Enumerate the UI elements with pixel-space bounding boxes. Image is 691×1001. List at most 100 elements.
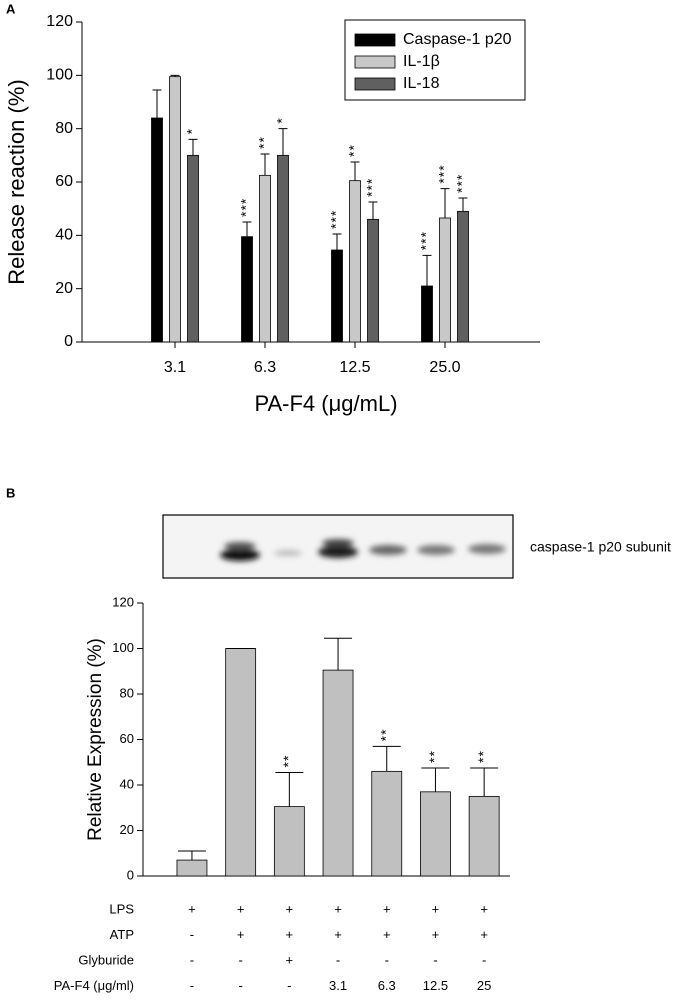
y-tick-label: 60 (55, 173, 73, 190)
bar (225, 648, 257, 877)
y-tick-label: 20 (55, 280, 73, 297)
blot-label: caspase-1 p20 subunit (530, 539, 671, 555)
condition-label: Glyburide (78, 952, 134, 967)
significance-marker: ** (377, 728, 393, 741)
y-tick-label: 0 (127, 867, 134, 882)
error-bar (372, 745, 401, 772)
panel-label: B (6, 485, 15, 500)
y-tick-label: 80 (55, 120, 73, 137)
bar (322, 669, 354, 877)
condition-value: + (188, 901, 196, 916)
condition-value: + (334, 901, 342, 916)
condition-value: 6.3 (378, 978, 396, 993)
error-bar (421, 767, 450, 792)
legend-swatch (354, 33, 396, 47)
bar (468, 795, 500, 877)
significance-marker: *** (454, 174, 470, 193)
significance-marker: ** (346, 144, 362, 157)
error-bar (324, 637, 353, 671)
significance-marker: ** (475, 750, 491, 763)
condition-value: - (385, 952, 389, 967)
significance-marker: *** (418, 231, 434, 250)
error-bar (368, 201, 378, 220)
error-bar (242, 221, 252, 237)
condition-value: - (238, 952, 242, 967)
bar (420, 791, 451, 877)
condition-value: 25 (477, 978, 491, 993)
bar (439, 217, 451, 343)
y-axis-label: Release reaction (%) (4, 79, 29, 284)
y-tick-label: 100 (46, 67, 73, 84)
legend-swatch (354, 55, 396, 69)
condition-value: - (190, 978, 194, 993)
error-bar (177, 850, 206, 861)
y-axis-label: Relative Expression (%) (85, 638, 106, 841)
condition-value: - (482, 952, 486, 967)
error-bar (275, 771, 304, 807)
condition-value: - (238, 978, 242, 993)
significance-marker: * (274, 117, 290, 123)
y-tick-label: 60 (120, 731, 134, 746)
condition-value: + (237, 901, 245, 916)
legend-label: IL-18 (403, 75, 440, 92)
y-tick-label: 120 (46, 13, 73, 30)
bar (273, 806, 305, 877)
bar (457, 210, 469, 343)
significance-marker: ** (280, 755, 296, 768)
significance-marker: *** (328, 210, 344, 229)
error-bar (458, 197, 468, 212)
condition-label: LPS (109, 901, 134, 916)
condition-value: - (433, 952, 437, 967)
y-tick-label: 100 (112, 640, 134, 655)
y-tick-label: 80 (120, 685, 134, 700)
bar (187, 154, 199, 343)
y-tick-label: 0 (64, 333, 73, 350)
bar (349, 180, 361, 343)
condition-value: + (480, 927, 488, 942)
legend-swatch (354, 77, 396, 91)
y-tick-label: 20 (120, 822, 134, 837)
bar (259, 174, 271, 343)
condition-value: + (480, 901, 488, 916)
significance-marker: *** (364, 178, 380, 197)
significance-marker: ** (256, 136, 272, 149)
bar (367, 218, 379, 343)
condition-value: + (432, 927, 440, 942)
error-bar (332, 233, 342, 250)
condition-value: + (237, 927, 245, 942)
significance-marker: *** (238, 198, 254, 217)
x-axis-label: PA-F4 (μg/mL) (254, 391, 397, 416)
western-blot (162, 514, 514, 579)
bar (176, 859, 208, 877)
condition-value: 3.1 (329, 978, 347, 993)
panel-label: A (6, 1, 16, 16)
condition-value: + (383, 927, 391, 942)
x-tick-label: 6.3 (254, 359, 276, 376)
bar (331, 249, 343, 343)
legend-label: IL-1β (403, 53, 440, 70)
error-bar (188, 138, 198, 156)
x-tick-label: 12.5 (339, 359, 370, 376)
legend-label: Caspase-1 p20 (403, 31, 512, 48)
error-bar (278, 128, 288, 156)
y-tick-label: 40 (55, 227, 73, 244)
condition-value: + (432, 901, 440, 916)
condition-value: + (286, 952, 294, 967)
bar (241, 236, 253, 343)
error-bar (260, 153, 270, 176)
condition-value: 12.5 (423, 978, 448, 993)
condition-value: + (383, 901, 391, 916)
condition-value: + (334, 927, 342, 942)
condition-value: - (190, 927, 194, 942)
significance-marker: *** (436, 164, 452, 183)
condition-value: + (286, 901, 294, 916)
y-tick-label: 120 (112, 594, 134, 609)
significance-marker: * (184, 128, 200, 134)
bar (371, 770, 403, 877)
bar (421, 285, 433, 343)
y-tick-label: 40 (120, 776, 134, 791)
error-bar (152, 89, 162, 118)
x-tick-label: 3.1 (164, 359, 186, 376)
condition-value: + (286, 927, 294, 942)
